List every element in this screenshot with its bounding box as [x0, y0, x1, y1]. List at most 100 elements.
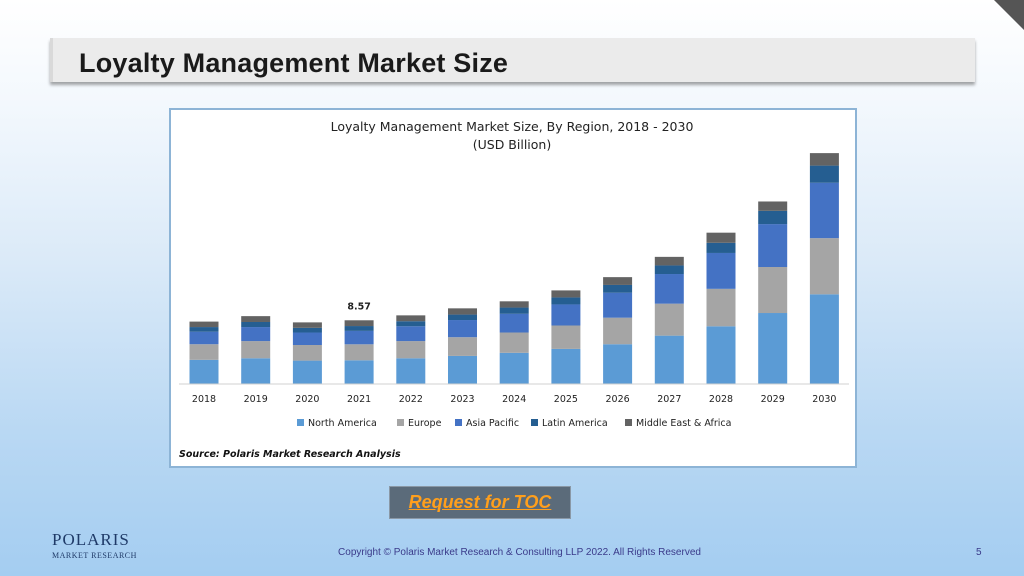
bar-segment-2030-latin-america [809, 165, 839, 183]
bar-segment-2028-middle-east-africa [706, 232, 736, 243]
bar-segment-2027-asia-pacific [654, 274, 684, 304]
bar-segment-2021-asia-pacific [344, 330, 374, 345]
x-tick-label: 2022 [399, 394, 423, 405]
chart-frame: Loyalty Management Market Size, By Regio… [169, 108, 857, 468]
bar-segment-2030-europe [809, 238, 839, 295]
bar-segment-2028-asia-pacific [706, 252, 736, 289]
x-tick-label: 2020 [295, 394, 319, 405]
bar-segment-2025-asia-pacific [551, 304, 581, 326]
bar-segment-2022-middle-east-africa [396, 315, 426, 322]
bar-segment-2029-middle-east-africa [758, 201, 788, 211]
bar-segment-2018-middle-east-africa [189, 321, 219, 328]
bar-segment-2019-latin-america [241, 321, 271, 328]
polaris-logo: POLARIS MARKET RESEARCH [52, 530, 136, 564]
bar-segment-2025-north-america [551, 348, 581, 384]
data-label: 8.57 [347, 301, 370, 312]
legend-swatch [397, 419, 404, 426]
bar-segment-2022-europe [396, 341, 426, 359]
legend-label: North America [308, 418, 377, 429]
x-tick-labels: 2018 2019 2020 2021 2022 2023 2024 2025 2026 2027… [192, 394, 837, 405]
bar-segment-2018-europe [189, 344, 219, 360]
bar-segment-2022-north-america [396, 358, 426, 384]
legend-label: Asia Pacific [466, 418, 519, 429]
bar-segment-2025-middle-east-africa [551, 290, 581, 298]
x-tick-label: 2030 [812, 394, 836, 405]
legend-label: Europe [408, 418, 442, 429]
page-title: Loyalty Management Market Size [79, 48, 509, 78]
logo-tagline: MARKET RESEARCH [52, 551, 137, 560]
x-tick-label: 2025 [554, 394, 578, 405]
bar-segment-2021-europe [344, 344, 374, 361]
bar-segment-2023-asia-pacific [448, 320, 477, 338]
legend-swatch [455, 419, 462, 426]
x-tick-label: 2028 [709, 394, 733, 405]
bar-segment-2019-europe [241, 341, 271, 359]
bar-segment-2027-europe [654, 303, 684, 336]
page-corner-fold-icon [994, 0, 1024, 30]
stacked-bar-chart: Loyalty Management Market Size, By Regio… [179, 119, 849, 460]
bar-segment-2024-north-america [499, 352, 529, 384]
bar-segment-2021-middle-east-africa [344, 320, 374, 327]
bar-segment-2028-north-america [706, 326, 736, 384]
bar-segment-2022-asia-pacific [396, 326, 426, 342]
bar-segment-2029-asia-pacific [758, 224, 788, 267]
page-number: 5 [976, 547, 982, 558]
bar-segment-2018-asia-pacific [189, 331, 219, 345]
bar-segment-2027-latin-america [654, 265, 684, 275]
request-toc-label: Request for TOC [408, 492, 552, 512]
bar-segment-2029-latin-america [758, 210, 788, 225]
bar-segment-2021-latin-america [344, 326, 374, 331]
bar-segment-2023-middle-east-africa [448, 308, 477, 315]
bar-segment-2023-europe [448, 337, 477, 356]
bar-segment-2024-latin-america [499, 307, 529, 314]
x-tick-label: 2024 [502, 394, 526, 405]
bar-segment-2030-asia-pacific [809, 182, 839, 239]
x-tick-label: 2029 [761, 394, 785, 405]
bar-segment-2026-latin-america [603, 284, 633, 293]
bar-segment-2026-north-america [603, 344, 633, 384]
bar-segment-2019-asia-pacific [241, 327, 271, 342]
legend-swatch [625, 419, 632, 426]
bar-segment-2020-north-america [292, 360, 322, 384]
bar-segment-2022-latin-america [396, 321, 426, 327]
bar-segment-2024-asia-pacific [499, 313, 529, 333]
bar-segment-2020-latin-america [292, 327, 322, 333]
bar-segment-2019-north-america [241, 358, 271, 384]
bar-segment-2018-north-america [189, 359, 219, 384]
legend-label: Middle East & Africa [636, 418, 731, 429]
bar-segment-2028-latin-america [706, 242, 736, 253]
logo-wordmark: POLARIS [52, 530, 130, 549]
bar-segment-2025-europe [551, 325, 581, 349]
legend-swatch [531, 419, 538, 426]
bar-segment-2023-latin-america [448, 314, 477, 321]
bar-segment-2029-north-america [758, 313, 788, 384]
x-tick-label: 2021 [347, 394, 371, 405]
x-tick-label: 2018 [192, 394, 216, 405]
chart-source: Source: Polaris Market Research Analysis [179, 449, 401, 460]
title-bar: Loyalty Management Market Size [50, 38, 975, 82]
bars-group [189, 153, 839, 384]
bar-segment-2024-europe [499, 332, 529, 353]
bar-segment-2026-asia-pacific [603, 292, 633, 318]
bar-segment-2028-europe [706, 288, 736, 327]
copyright-text: Copyright © Polaris Market Research & Co… [338, 547, 701, 558]
x-tick-label: 2026 [606, 394, 630, 405]
request-toc-button[interactable]: Request for TOC [389, 486, 571, 519]
bar-segment-2030-north-america [809, 294, 839, 384]
bar-segment-2018-latin-america [189, 327, 219, 332]
bar-segment-2026-europe [603, 317, 633, 345]
x-tick-label: 2027 [657, 394, 681, 405]
bar-segment-2027-north-america [654, 335, 684, 384]
data-labels: 8.57 [347, 301, 370, 312]
bar-segment-2024-middle-east-africa [499, 301, 529, 308]
bar-segment-2019-middle-east-africa [241, 316, 271, 322]
bar-segment-2027-middle-east-africa [654, 256, 684, 266]
legend: North America Europe Asia Pacific Latin Ame… [297, 418, 731, 429]
bar-segment-2020-asia-pacific [292, 332, 322, 345]
bar-segment-2025-latin-america [551, 297, 581, 305]
legend-label: Latin America [542, 418, 608, 429]
bar-segment-2020-europe [292, 345, 322, 361]
bar-segment-2020-middle-east-africa [292, 322, 322, 328]
bar-segment-2029-europe [758, 267, 788, 314]
x-tick-label: 2019 [244, 394, 268, 405]
